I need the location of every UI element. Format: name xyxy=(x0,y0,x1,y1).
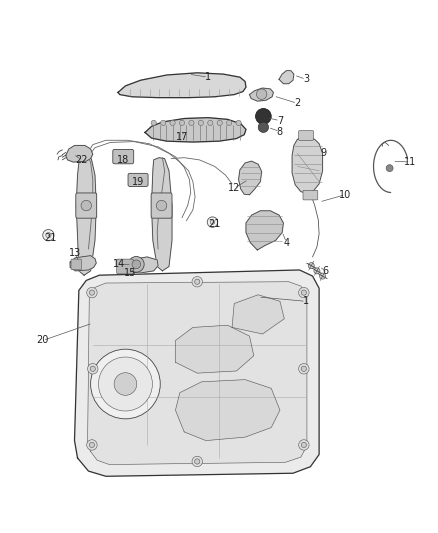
Polygon shape xyxy=(232,295,284,334)
Circle shape xyxy=(170,120,175,125)
Circle shape xyxy=(386,165,393,172)
Circle shape xyxy=(226,120,232,125)
Text: 8: 8 xyxy=(277,126,283,136)
Circle shape xyxy=(207,217,218,228)
Text: 10: 10 xyxy=(339,190,351,200)
Text: 4: 4 xyxy=(283,238,290,247)
Circle shape xyxy=(308,263,314,269)
Text: 19: 19 xyxy=(132,176,145,187)
Text: 12: 12 xyxy=(228,183,240,193)
Circle shape xyxy=(128,256,144,272)
Text: 22: 22 xyxy=(76,155,88,165)
FancyBboxPatch shape xyxy=(76,193,97,218)
Circle shape xyxy=(210,220,215,224)
Text: 18: 18 xyxy=(117,155,129,165)
Circle shape xyxy=(301,442,307,448)
Circle shape xyxy=(87,440,97,450)
Circle shape xyxy=(192,277,202,287)
Circle shape xyxy=(132,260,141,269)
Text: 20: 20 xyxy=(36,335,49,345)
Circle shape xyxy=(192,456,202,467)
Polygon shape xyxy=(176,379,280,441)
Text: 7: 7 xyxy=(277,116,283,126)
Text: 1: 1 xyxy=(205,72,211,82)
Text: 21: 21 xyxy=(44,233,57,243)
Circle shape xyxy=(299,364,309,374)
Circle shape xyxy=(256,89,267,99)
Circle shape xyxy=(255,109,271,124)
Text: 1: 1 xyxy=(303,296,309,306)
Polygon shape xyxy=(76,154,96,275)
FancyBboxPatch shape xyxy=(303,190,318,200)
FancyBboxPatch shape xyxy=(151,193,172,218)
FancyBboxPatch shape xyxy=(113,149,134,164)
Polygon shape xyxy=(176,325,254,373)
Circle shape xyxy=(180,120,185,125)
Text: 11: 11 xyxy=(404,157,417,167)
Circle shape xyxy=(198,120,204,125)
Circle shape xyxy=(299,287,309,298)
Polygon shape xyxy=(239,161,261,195)
FancyBboxPatch shape xyxy=(128,173,148,187)
Text: 9: 9 xyxy=(320,148,326,158)
Circle shape xyxy=(46,232,51,238)
Polygon shape xyxy=(279,71,294,84)
Circle shape xyxy=(320,273,325,279)
Circle shape xyxy=(189,120,194,125)
Polygon shape xyxy=(118,73,246,98)
Circle shape xyxy=(161,120,166,125)
Circle shape xyxy=(299,440,309,450)
Text: 3: 3 xyxy=(303,75,309,84)
Circle shape xyxy=(151,120,156,125)
Circle shape xyxy=(258,122,268,133)
Circle shape xyxy=(88,364,98,374)
Circle shape xyxy=(156,200,167,211)
Circle shape xyxy=(91,349,160,419)
Text: 14: 14 xyxy=(113,260,125,269)
Polygon shape xyxy=(122,257,158,273)
Circle shape xyxy=(236,120,241,125)
Polygon shape xyxy=(246,211,283,250)
Circle shape xyxy=(217,120,223,125)
Circle shape xyxy=(194,459,200,464)
Polygon shape xyxy=(66,146,93,162)
Circle shape xyxy=(87,287,97,298)
Text: 15: 15 xyxy=(124,268,136,278)
Circle shape xyxy=(81,200,92,211)
Circle shape xyxy=(43,230,54,241)
Circle shape xyxy=(301,290,307,295)
FancyBboxPatch shape xyxy=(117,259,133,274)
Polygon shape xyxy=(70,256,96,271)
Circle shape xyxy=(194,279,200,284)
FancyBboxPatch shape xyxy=(71,259,81,270)
Text: 2: 2 xyxy=(294,98,300,108)
Circle shape xyxy=(208,120,213,125)
Circle shape xyxy=(314,268,320,274)
Polygon shape xyxy=(152,158,172,271)
Circle shape xyxy=(301,366,307,372)
Text: 6: 6 xyxy=(322,266,328,276)
Circle shape xyxy=(114,373,137,395)
Polygon shape xyxy=(74,270,319,477)
FancyBboxPatch shape xyxy=(299,131,314,140)
Circle shape xyxy=(89,290,95,295)
Polygon shape xyxy=(250,88,273,101)
Text: 21: 21 xyxy=(208,219,221,229)
Text: 17: 17 xyxy=(176,132,188,142)
Polygon shape xyxy=(292,137,322,193)
Circle shape xyxy=(99,357,152,411)
Circle shape xyxy=(89,442,95,448)
Circle shape xyxy=(90,366,95,372)
Text: 13: 13 xyxy=(69,248,81,259)
Polygon shape xyxy=(145,118,246,142)
Polygon shape xyxy=(88,282,307,465)
